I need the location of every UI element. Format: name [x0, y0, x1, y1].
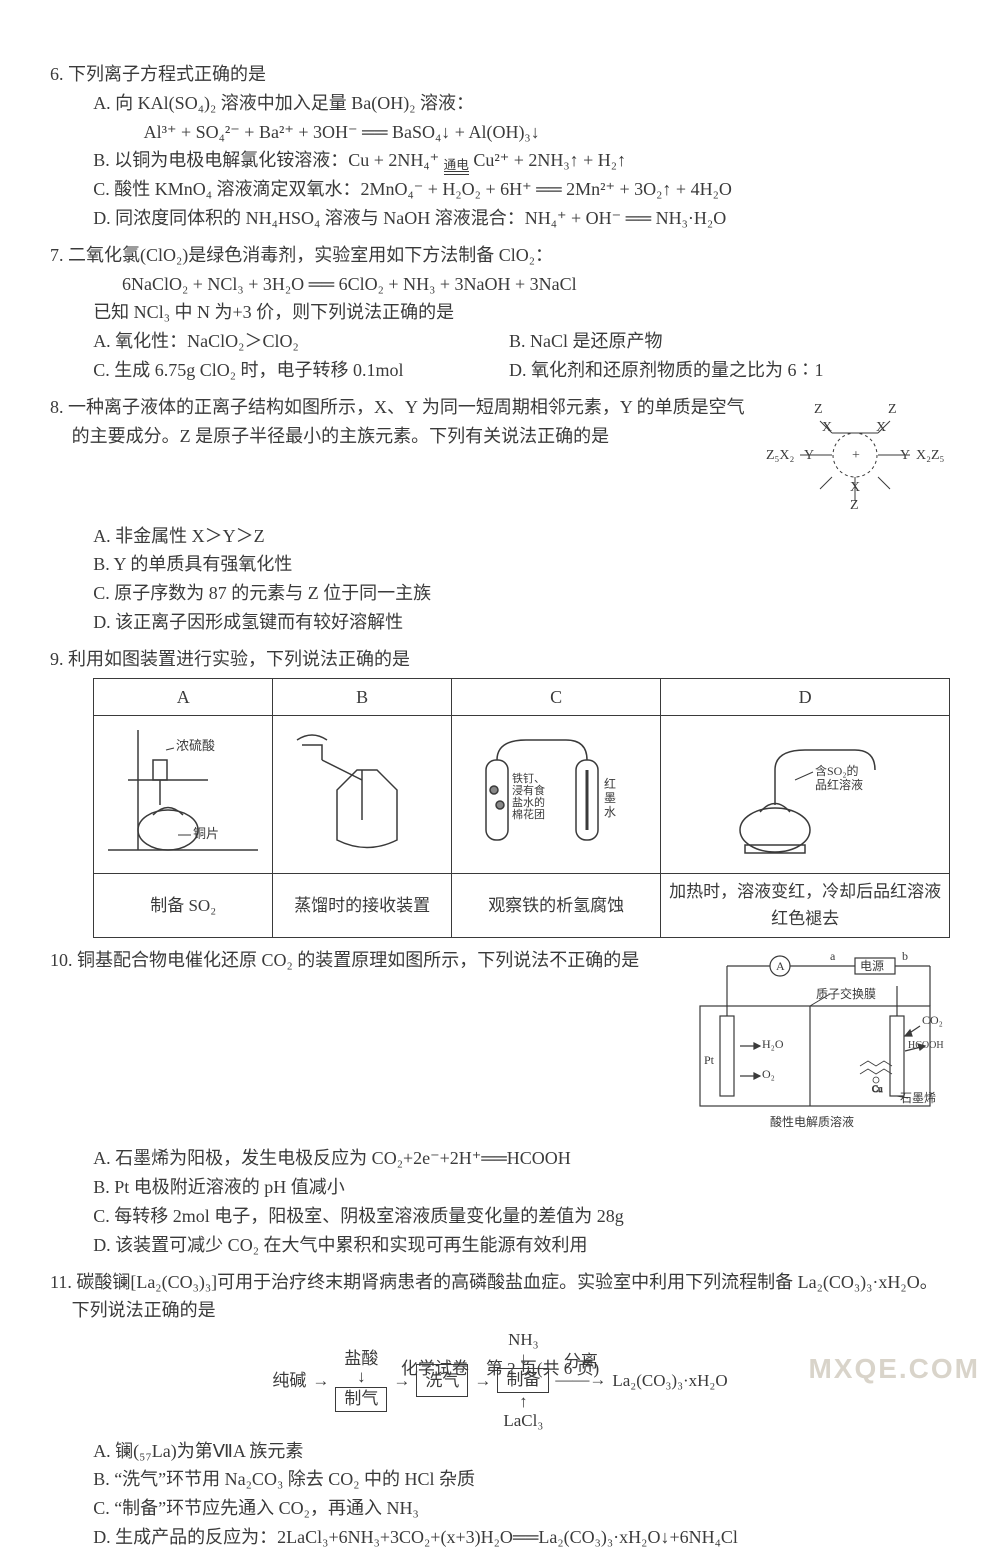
q7-C: C. 生成 6.75g ClO₂ 时，电子转移 0.1mol	[93, 356, 504, 385]
q9-capC: 观察铁的析氢腐蚀	[452, 874, 661, 937]
svg-text:HCOOH: HCOOH	[908, 1040, 944, 1051]
q9-capB: 蒸馏时的接收装置	[273, 874, 452, 937]
svg-text:X: X	[822, 420, 832, 435]
q9-hA: A	[94, 678, 273, 716]
q8-D: D. 该正离子因形成氢键而有较好溶解性	[93, 608, 950, 637]
question-6: 6. 下列离子方程式正确的是 A. 向 KAl(SO₄)₂ 溶液中加入足量 Ba…	[50, 60, 950, 233]
q7-D: D. 氧化剂和还原剂物质的量之比为 6∶1	[509, 356, 920, 385]
svg-text:红墨水: 红墨水	[604, 776, 616, 819]
question-8: + XX ZZ Z₅X₂Y YX₂Z₅ XZ 8. 一种离子液体的正离子结构如图…	[50, 393, 950, 637]
q11-D: D. 生成产品的反应为：2LaCl₃+6NH₃+3CO₂+(x+3)H₂O══L…	[93, 1523, 950, 1552]
q7-B: B. NaCl 是还原产物	[509, 327, 920, 356]
q9-B-img	[273, 716, 452, 874]
q6-C: C. 酸性 KMnO₄ 溶液滴定双氧水：2MnO₄⁻ + H₂O₂ + 6H⁺ …	[93, 175, 950, 204]
svg-text:Z₅X₂: Z₅X₂	[766, 448, 795, 463]
q10-B: B. Pt 电极附近溶液的 pH 值减小	[93, 1173, 950, 1202]
q6-A-line1: A. 向 KAl(SO₄)₂ 溶液中加入足量 Ba(OH)₂ 溶液：	[93, 89, 950, 118]
page-footer: 化学试卷 第 2 页(共 6 页)	[0, 1355, 1000, 1382]
svg-text:b: b	[902, 949, 908, 963]
q10-D: D. 该装置可减少 CO₂ 在大气中累积和实现可再生能源有效利用	[93, 1231, 950, 1260]
svg-text:X₂Z₅: X₂Z₅	[916, 448, 945, 463]
q7-cond: 已知 NCl₃ 中 N 为+3 价，则下列说法正确的是	[50, 298, 950, 327]
q11-stem: 11. 碳酸镧[La₂(CO₃)₃]可用于治疗终末期肾病患者的高磷酸盐血症。实验…	[50, 1268, 950, 1326]
question-11: 11. 碳酸镧[La₂(CO₃)₃]可用于治疗终末期肾病患者的高磷酸盐血症。实验…	[50, 1268, 950, 1552]
q6-A-line2: Al³⁺ + SO₄²⁻ + Ba²⁺ + 3OH⁻ ══ BaSO₄↓ + A…	[93, 118, 950, 147]
q9-stem: 9. 利用如图装置进行实验，下列说法正确的是	[50, 645, 950, 674]
q11-A: A. 镧(₅₇La)为第ⅦA 族元素	[93, 1437, 950, 1466]
svg-text:浓硫酸: 浓硫酸	[176, 738, 215, 753]
q10-C: C. 每转移 2mol 电子，阳极室、阴极室溶液质量变化量的差值为 28g	[93, 1202, 950, 1231]
q9-D-img: 含SO₂的品红溶液	[661, 716, 950, 874]
q9-table: A B C D 浓硫酸	[93, 678, 950, 938]
q9-hC: C	[452, 678, 661, 716]
q9-A-img: 浓硫酸 铜片	[94, 716, 273, 874]
svg-text:铁钉、浸有食盐水的棉花团: 铁钉、浸有食盐水的棉花团	[512, 772, 545, 821]
q7-equation: 6NaClO₂ + NCl₃ + 3H₂O ══ 6ClO₂ + NH₃ + 3…	[50, 270, 950, 299]
q9-capA: 制备 SO₂	[94, 874, 273, 937]
q9-capD: 加热时，溶液变红，冷却后品红溶液红色褪去	[661, 874, 950, 937]
svg-text:铜片: 铜片	[193, 826, 219, 841]
q7-A: A. 氧化性：NaClO₂＞ClO₂	[93, 327, 504, 356]
svg-text:a: a	[830, 949, 836, 963]
svg-text:含SO₂的品红溶液: 含SO₂的品红溶液	[815, 763, 863, 792]
q6-B-tail: Cu²⁺ + 2NH₃↑ + H₂↑	[469, 150, 626, 170]
q6-options: A. 向 KAl(SO₄)₂ 溶液中加入足量 Ba(OH)₂ 溶液： Al³⁺ …	[50, 89, 950, 233]
svg-text:A: A	[776, 959, 785, 973]
q10-diagram: A a b 电源 质子交换膜 Pt H₂O O₂ CO₂ HCOOH 石墨烯 酸…	[690, 946, 950, 1145]
svg-text:电源: 电源	[860, 959, 884, 973]
svg-text:+: +	[852, 448, 860, 463]
q6-stem: 6. 下列离子方程式正确的是	[50, 60, 950, 89]
svg-text:Z: Z	[814, 402, 823, 417]
q9-hB: B	[273, 678, 452, 716]
q7-stem: 7. 二氧化氯(ClO₂)是绿色消毒剂，实验室用如下方法制备 ClO₂：	[50, 241, 950, 270]
svg-text:酸性电解质溶液: 酸性电解质溶液	[770, 1114, 854, 1129]
flow-b1: 制气	[335, 1387, 387, 1412]
q11-options: A. 镧(₅₇La)为第ⅦA 族元素 B. “洗气”环节用 Na₂CO₃ 除去 …	[50, 1437, 950, 1552]
q11-C: C. “制备”环节应先通入 CO₂，再通入 NH₃	[93, 1494, 950, 1523]
q8-A: A. 非金属性 X＞Y＞Z	[93, 522, 950, 551]
q10-A: A. 石墨烯为阳极，发生电极反应为 CO₂+2e⁻+2H⁺══HCOOH	[93, 1144, 950, 1173]
q6-D: D. 同浓度同体积的 NH₄HSO₄ 溶液与 NaOH 溶液混合：NH₄⁺ + …	[93, 204, 950, 233]
svg-text:Pt: Pt	[704, 1053, 715, 1067]
question-9: 9. 利用如图装置进行实验，下列说法正确的是 A B C D	[50, 645, 950, 938]
svg-text:X: X	[876, 420, 886, 435]
q9-C-img: 铁钉、浸有食盐水的棉花团 红墨水	[452, 716, 661, 874]
q6-B: B. 以铜为电极电解氯化铵溶液：Cu + 2NH₄⁺ 通电 Cu²⁺ + 2NH…	[93, 146, 950, 175]
question-7: 7. 二氧化氯(ClO₂)是绿色消毒剂，实验室用如下方法制备 ClO₂： 6Na…	[50, 241, 950, 385]
q11-B: B. “洗气”环节用 Na₂CO₃ 除去 CO₂ 中的 HCl 杂质	[93, 1465, 950, 1494]
svg-text:O₂: O₂	[762, 1067, 775, 1081]
q8-C: C. 原子序数为 87 的元素与 Z 位于同一主族	[93, 579, 950, 608]
question-10: A a b 电源 质子交换膜 Pt H₂O O₂ CO₂ HCOOH 石墨烯 酸…	[50, 946, 950, 1260]
q6-B-head: B. 以铜为电极电解氯化铵溶液：Cu + 2NH₄⁺	[93, 150, 443, 170]
svg-text:Y: Y	[804, 448, 814, 463]
svg-text:CO₂: CO₂	[922, 1013, 943, 1027]
svg-text:Cu: Cu	[872, 1084, 883, 1094]
q8-diagram: + XX ZZ Z₅X₂Y YX₂Z₅ XZ	[760, 393, 950, 522]
q9-table-wrap: A B C D 浓硫酸	[50, 678, 950, 938]
svg-text:X: X	[850, 480, 860, 495]
svg-text:Y: Y	[900, 448, 910, 463]
q9-hD: D	[661, 678, 950, 716]
q7-options: A. 氧化性：NaClO₂＞ClO₂ B. NaCl 是还原产物 C. 生成 6…	[50, 327, 950, 385]
svg-text:质子交换膜: 质子交换膜	[816, 986, 876, 1001]
svg-text:Z: Z	[888, 402, 897, 417]
svg-text:H₂O: H₂O	[762, 1037, 784, 1051]
q8-B: B. Y 的单质具有强氧化性	[93, 550, 950, 579]
svg-text:Z: Z	[850, 498, 859, 513]
q6-B-arrow: 通电	[444, 159, 469, 176]
